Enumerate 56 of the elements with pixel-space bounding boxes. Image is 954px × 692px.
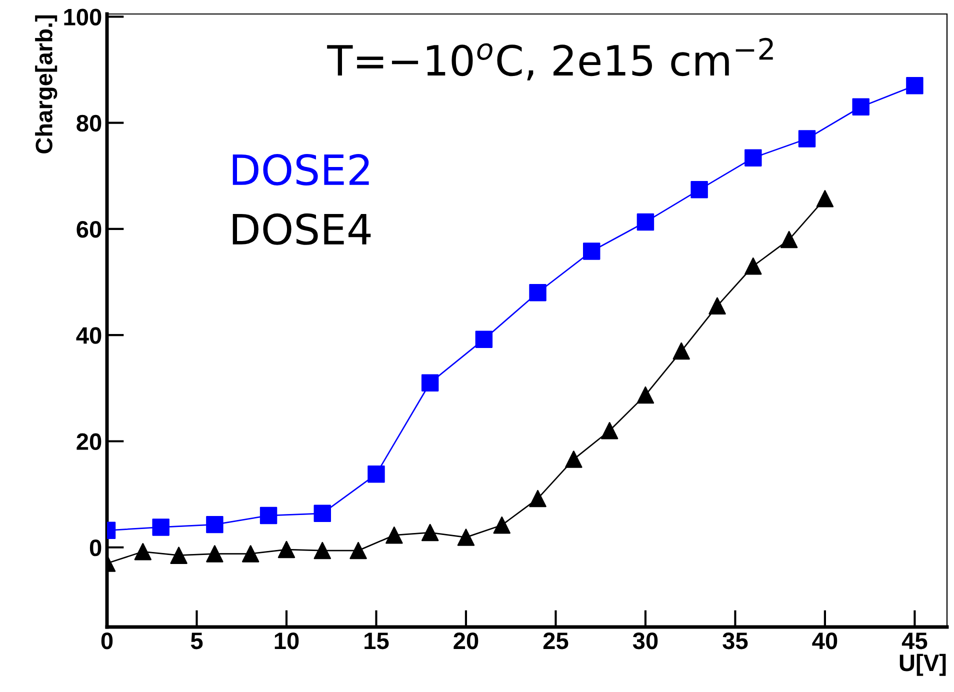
x-tick-label: 40 [812, 632, 838, 650]
y-tick-label: 60 [76, 221, 102, 238]
point [260, 506, 278, 524]
point [529, 490, 546, 508]
point [386, 526, 403, 544]
point [852, 98, 870, 116]
point [278, 540, 296, 558]
point [906, 77, 924, 94]
point [636, 386, 654, 404]
point [475, 330, 493, 348]
y-axis-title: Charge[arb.] [35, 15, 58, 154]
point [314, 504, 331, 522]
point [780, 230, 798, 248]
point [636, 213, 654, 231]
text: DOSE2 [232, 154, 369, 186]
text: DOSE4 [232, 213, 371, 245]
point [690, 181, 708, 198]
x-tick-label: 35 [722, 632, 748, 650]
annotation: T=−10$^{o}$C, 2e15 cm$^{−2}$ [327, 38, 773, 80]
point [744, 149, 762, 166]
point [421, 374, 439, 392]
y-tick-label: 40 [76, 327, 102, 344]
point [798, 130, 816, 148]
x-tick-label: 15 [364, 632, 389, 650]
x-tick-label: 20 [454, 632, 478, 650]
point [565, 450, 582, 468]
point [170, 546, 188, 564]
x-tick-label: 0 [101, 632, 113, 650]
point [206, 545, 224, 562]
point [314, 542, 331, 560]
point [368, 466, 385, 483]
point [152, 518, 170, 536]
point [350, 542, 367, 560]
point [134, 543, 152, 560]
point [583, 242, 600, 260]
x-tick-label: 10 [274, 632, 299, 650]
point [600, 422, 618, 440]
x-tick-label: 45 [902, 632, 928, 650]
point [242, 545, 260, 562]
y-tick-label: 80 [76, 114, 102, 132]
y-tick-label: 20 [76, 433, 102, 450]
x-tick-label: 30 [632, 632, 658, 650]
point [493, 516, 510, 534]
x-tick-label: 5 [190, 632, 203, 650]
x-axis-title: U[V] [900, 654, 946, 676]
point [816, 190, 834, 208]
y-tick-label: 0 [90, 539, 102, 556]
point [421, 524, 439, 542]
point [708, 297, 726, 315]
x-tick-label: 25 [543, 632, 568, 650]
point [457, 528, 475, 546]
y-tick-label: 100 [64, 8, 102, 26]
point [206, 516, 224, 534]
point [744, 257, 762, 275]
point [529, 284, 546, 302]
point [672, 342, 690, 360]
